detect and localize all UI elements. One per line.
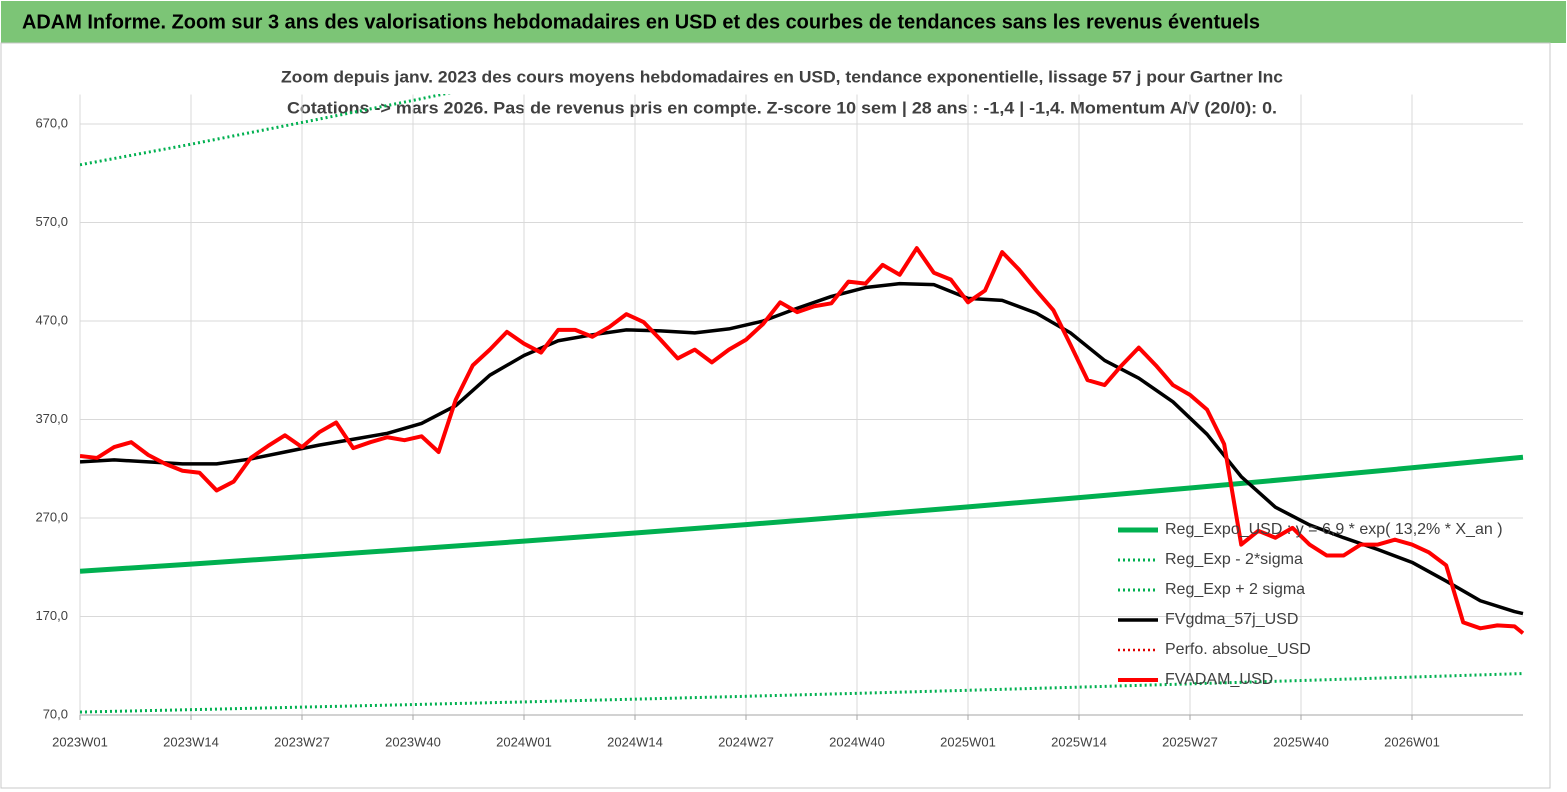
legend-label: FVADAM_USD bbox=[1165, 671, 1273, 688]
x-tick-label: 2025W14 bbox=[1051, 734, 1107, 749]
series-line bbox=[80, 454, 1524, 574]
y-tick-label: 170,0 bbox=[35, 608, 68, 623]
legend-label: Reg_Exp - 2*sigma bbox=[1165, 551, 1303, 568]
chart-subtitle: Zoom depuis janv. 2023 des cours moyens … bbox=[281, 67, 1283, 86]
y-tick-label: 470,0 bbox=[35, 312, 68, 327]
legend-label: Reg_Exp + 2 sigma bbox=[1165, 581, 1305, 598]
legend-label: Perfo. absolue_USD bbox=[1165, 641, 1311, 658]
x-tick-label: 2026W01 bbox=[1384, 734, 1440, 749]
y-tick-label: 570,0 bbox=[35, 214, 68, 229]
y-tick-label: 270,0 bbox=[35, 509, 68, 524]
series-line bbox=[80, 281, 1524, 616]
y-tick-label: 70,0 bbox=[43, 706, 68, 721]
x-tick-label: 2025W01 bbox=[940, 734, 996, 749]
x-tick-label: 2024W27 bbox=[718, 734, 774, 749]
y-tick-label: 670,0 bbox=[35, 115, 68, 130]
series-line bbox=[80, 246, 1524, 635]
x-tick-label: 2024W01 bbox=[496, 734, 552, 749]
x-tick-label: 2023W01 bbox=[52, 734, 108, 749]
legend-label: FVgdma_57j_USD bbox=[1165, 611, 1298, 628]
series-line bbox=[80, 672, 1524, 714]
x-tick-label: 2023W14 bbox=[163, 734, 219, 749]
chart-border bbox=[0, 42, 1551, 789]
plot-area bbox=[80, 94, 1524, 714]
x-tick-label: 2023W40 bbox=[385, 734, 441, 749]
x-tick-label: 2025W27 bbox=[1162, 734, 1218, 749]
x-tick-label: 2024W14 bbox=[607, 734, 663, 749]
chart-title: ADAM Informe. Zoom sur 3 ans des valoris… bbox=[22, 11, 1260, 33]
chart-subtitle: Cotations -> mars 2026. Pas de revenus p… bbox=[287, 98, 1277, 117]
y-tick-label: 370,0 bbox=[35, 411, 68, 426]
legend: Reg_Expo_USD : y = 6,9 * exp( 13,2% * X_… bbox=[1118, 521, 1503, 688]
x-tick-label: 2025W40 bbox=[1273, 734, 1329, 749]
legend-label: Reg_Expo_USD : y = 6,9 * exp( 13,2% * X_… bbox=[1165, 521, 1503, 538]
x-tick-label: 2024W40 bbox=[829, 734, 885, 749]
header-bar bbox=[1, 1, 1566, 43]
x-tick-label: 2023W27 bbox=[274, 734, 330, 749]
